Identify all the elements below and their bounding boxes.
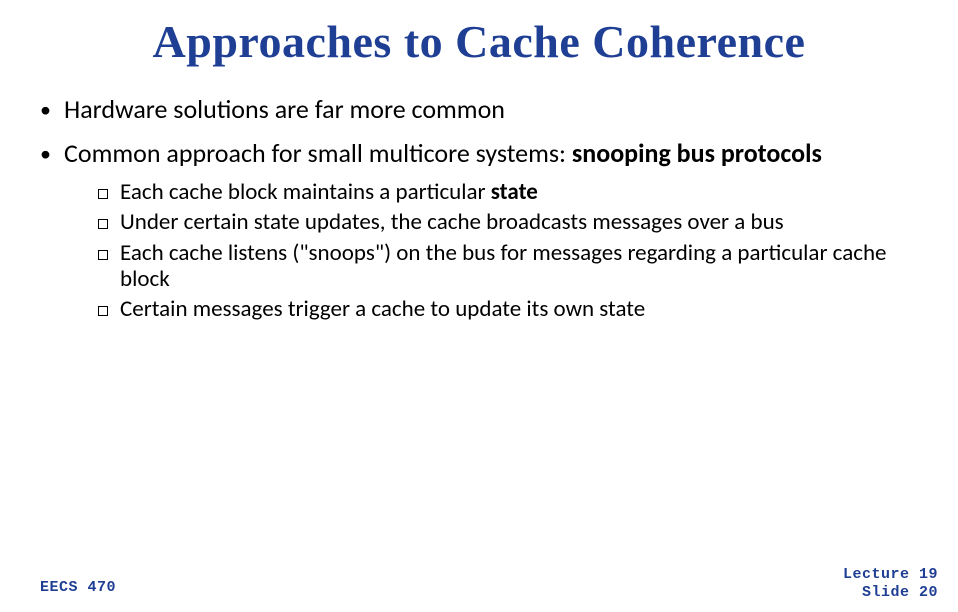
- text-run: Each cache listens ("snoops") on the bus…: [120, 239, 886, 293]
- level2-item: Under certain state updates, the cache b…: [98, 209, 918, 235]
- text-run: Under certain state updates, the cache b…: [120, 208, 784, 236]
- text-run: Certain messages trigger a cache to upda…: [120, 295, 645, 323]
- level2-item: Each cache block maintains a particular …: [98, 179, 918, 205]
- level2-item: Certain messages trigger a cache to upda…: [98, 296, 918, 322]
- footer-lecture: Lecture 19: [843, 566, 938, 584]
- text-run: Hardware solutions are far more common: [64, 93, 505, 125]
- text-run: Common approach for small multicore syst…: [64, 137, 572, 169]
- bullet-list: Hardware solutions are far more common Co…: [40, 95, 918, 323]
- slide-title: Approaches to Cache Coherence: [40, 16, 918, 69]
- level1-list: Hardware solutions are far more common Co…: [40, 95, 918, 323]
- footer-course: EECS 470: [40, 579, 116, 596]
- level2-item: Each cache listens ("snoops") on the bus…: [98, 240, 918, 293]
- level1-item: Hardware solutions are far more common: [40, 95, 918, 125]
- level1-item: Common approach for small multicore syst…: [40, 139, 918, 323]
- text-run: Each cache block maintains a particular: [120, 178, 491, 206]
- text-run: state: [491, 178, 538, 206]
- footer-lecture-slide: Lecture 19 Slide 20: [843, 566, 938, 602]
- footer-slide: Slide 20: [843, 584, 938, 602]
- level2-list: Each cache block maintains a particular …: [98, 179, 918, 323]
- text-run: snooping bus protocols: [572, 137, 822, 169]
- slide: Approaches to Cache Coherence Hardware s…: [0, 0, 958, 612]
